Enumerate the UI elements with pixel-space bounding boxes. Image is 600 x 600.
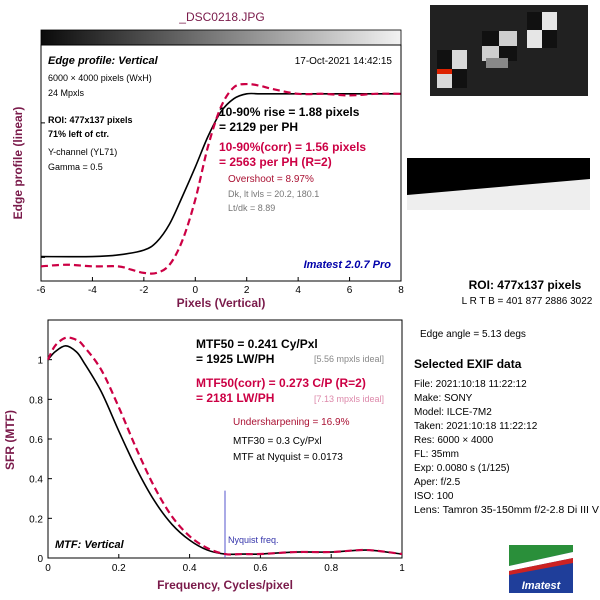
mtf-lines bbox=[47, 336, 403, 556]
mtf-x-axis-label: Frequency, Cycles/pixel bbox=[157, 578, 293, 592]
imatest-logo: Imatest bbox=[509, 545, 573, 593]
exif-row: Make: SONY bbox=[414, 393, 473, 404]
mtf-x-tick-label: 0.8 bbox=[324, 563, 338, 574]
roi-info-title: ROI: 477x137 pixels bbox=[469, 278, 582, 292]
edge-corrected-line bbox=[40, 82, 402, 275]
exif-row: File: 2021:10:18 11:22:12 bbox=[414, 379, 527, 390]
edge-x-axis-label: Pixels (Vertical) bbox=[177, 296, 266, 310]
file-title: _DSC0218.JPG bbox=[178, 10, 264, 24]
mtf-y-tick-label: 1 bbox=[37, 356, 43, 367]
mtf50-corr-line1: MTF50(corr) = 0.273 C/P (R=2) bbox=[196, 376, 366, 390]
mtf-y-axis-label: SFR (MTF) bbox=[3, 410, 17, 470]
exif-row: Res: 6000 × 4000 bbox=[414, 435, 494, 446]
mtf-y-tick-label: 0.8 bbox=[29, 395, 43, 406]
full-image-thumbnail bbox=[430, 5, 588, 96]
edge-x-tick-label: 6 bbox=[347, 285, 353, 296]
edge-x-ticks: -6 -4 -2 0 2 4 6 8 bbox=[37, 122, 404, 296]
channel-text: Y-channel (YL71) bbox=[48, 147, 117, 157]
mtf50-corr-line2: = 2181 LW/PH bbox=[196, 391, 274, 405]
lt-dk-text: Lt/dk = 8.89 bbox=[228, 203, 275, 213]
mtf-y-tick-label: 0.2 bbox=[29, 514, 43, 525]
exif-row: Lens: Tamron 35-150mm f/2-2.8 Di III V bbox=[414, 505, 599, 516]
megapixels-text: 24 Mpxls bbox=[48, 88, 85, 98]
mtf-x-tick-label: 0 bbox=[45, 563, 51, 574]
mtf50-corr-ideal: [7.13 mpxls ideal] bbox=[314, 394, 384, 404]
mtf50-line1: MTF50 = 0.241 Cy/Pxl bbox=[196, 337, 318, 351]
exif-row: FL: 35mm bbox=[414, 449, 459, 460]
mtf-corrected-line bbox=[47, 336, 403, 556]
exif-row: Exp: 0.0080 s (1/125) bbox=[414, 463, 510, 474]
mtf-x-tick-label: 0.6 bbox=[253, 563, 267, 574]
edge-profile-lines bbox=[40, 82, 402, 275]
mtf50-line2: = 1925 LW/PH bbox=[196, 352, 274, 366]
edge-profile-line bbox=[40, 92, 401, 258]
image-size-text: 6000 × 4000 pixels (WxH) bbox=[48, 73, 152, 83]
rise-line1: 10-90% rise = 1.88 pixels bbox=[219, 105, 360, 119]
edge-x-tick-label: 0 bbox=[193, 285, 199, 296]
roi-text: ROI: 477x137 pixels bbox=[48, 115, 133, 125]
overshoot-text: Overshoot = 8.97% bbox=[228, 174, 314, 185]
tonal-gradient-bar bbox=[40, 29, 402, 46]
exif-panel: Selected EXIF data File: 2021:10:18 11:2… bbox=[414, 357, 599, 516]
roi-coords: L R T B = 401 877 2886 3022 bbox=[462, 296, 593, 307]
edge-x-tick-label: 2 bbox=[244, 285, 250, 296]
mtf-chart: 0 0.2 0.4 0.6 0.8 1 0 0.2 0.4 0.6 0.8 1 Nyquist fre… bbox=[3, 319, 405, 592]
exif-row: Aper: f/2.5 bbox=[414, 477, 461, 488]
roi-position-text: 71% left of ctr. bbox=[48, 129, 109, 139]
imatest-version: Imatest 2.0.7 Pro bbox=[304, 259, 392, 271]
edge-angle: Edge angle = 5.13 degs bbox=[420, 329, 526, 340]
edge-x-tick-label: 4 bbox=[295, 285, 301, 296]
exif-row: ISO: 100 bbox=[414, 491, 454, 502]
edge-x-tick-label: -6 bbox=[37, 285, 46, 296]
edge-x-tick-label: -2 bbox=[139, 285, 148, 296]
dk-levels-text: Dk, lt lvls = 20.2, 180.1 bbox=[228, 189, 319, 199]
edge-profile-chart: -6 -4 -2 0 2 4 6 8 Edge profile: Vertical 17-Oc… bbox=[11, 29, 404, 310]
edge-x-tick-label: 8 bbox=[398, 285, 404, 296]
mtf-x-tick-label: 0.4 bbox=[183, 563, 197, 574]
exif-row: Model: ILCE-7M2 bbox=[414, 407, 492, 418]
nyquist-mtf-text: MTF at Nyquist = 0.0173 bbox=[233, 452, 343, 463]
roi-edge-image bbox=[407, 158, 590, 210]
edge-x-tick-label: -4 bbox=[88, 285, 97, 296]
mtf-ticks: 0 0.2 0.4 0.6 0.8 1 0 0.2 0.4 0.6 0.8 1 bbox=[29, 356, 405, 574]
mtf30-text: MTF30 = 0.3 Cy/Pxl bbox=[233, 436, 322, 447]
mtf-x-tick-label: 0.2 bbox=[112, 563, 126, 574]
logo-text: Imatest bbox=[522, 580, 562, 592]
rise-line2: = 2129 per PH bbox=[219, 120, 298, 134]
exif-row: Taken: 2021:10:18 11:22:12 bbox=[414, 421, 538, 432]
mtf-footer-label: MTF: Vertical bbox=[55, 539, 125, 551]
mtf-y-tick-label: 0.6 bbox=[29, 435, 43, 446]
corr-rise-line2: = 2563 per PH (R=2) bbox=[219, 155, 332, 169]
mtf50-ideal: [5.56 mpxls ideal] bbox=[314, 354, 384, 364]
mtf-y-tick-label: 0 bbox=[37, 554, 43, 565]
exif-title: Selected EXIF data bbox=[414, 357, 522, 371]
edge-header-label: Edge profile: Vertical bbox=[48, 55, 159, 67]
edge-y-axis-label: Edge profile (linear) bbox=[11, 107, 25, 220]
undersharpening-text: Undersharpening = 16.9% bbox=[233, 417, 350, 428]
edge-profile-plot-frame bbox=[40, 44, 402, 282]
corr-rise-line1: 10-90%(corr) = 1.56 pixels bbox=[219, 140, 366, 154]
nyquist-label: Nyquist freq. bbox=[228, 535, 279, 545]
timestamp: 17-Oct-2021 14:42:15 bbox=[295, 56, 393, 67]
mtf-x-tick-label: 1 bbox=[399, 563, 405, 574]
mtf-y-tick-label: 0.4 bbox=[29, 475, 43, 486]
gamma-text: Gamma = 0.5 bbox=[48, 162, 103, 172]
